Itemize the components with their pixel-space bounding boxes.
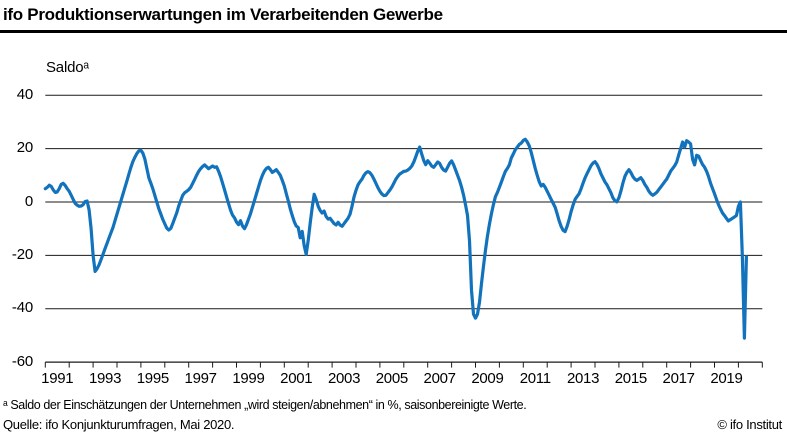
x-axis-tick-label: 2005 xyxy=(375,370,408,387)
x-axis-tick-label: 1991 xyxy=(41,370,74,387)
footnote-text: ᵃ Saldo der Einschätzungen der Unternehm… xyxy=(3,398,527,412)
x-axis-tick-label: 2001 xyxy=(280,370,313,387)
data-line-produktionserwartungen xyxy=(43,137,749,340)
source-text: Quelle: ifo Konjunkturumfragen, Mai 2020… xyxy=(3,417,235,432)
x-axis-tick-label: 1997 xyxy=(184,370,217,387)
x-axis-tick-label: 2009 xyxy=(471,370,504,387)
x-axis-tick-label: 2019 xyxy=(710,370,743,387)
y-axis-tick-label: 40 xyxy=(16,85,33,103)
x-axis-tick-label: 1999 xyxy=(232,370,265,387)
copyright-text: © ifo Institut xyxy=(717,417,782,432)
y-axis-tick-label: 0 xyxy=(24,192,33,210)
x-axis-tick-label: 2011 xyxy=(519,370,551,387)
x-axis-tick-label: 2015 xyxy=(614,370,647,387)
y-axis-tick-label: -60 xyxy=(11,352,33,370)
y-axis-tick-label: -20 xyxy=(11,245,33,263)
x-axis-tick-label: 2007 xyxy=(423,370,456,387)
page-title: ifo Produktionserwartungen im Verarbeite… xyxy=(3,5,443,24)
x-axis-tick-label: 1995 xyxy=(136,370,169,387)
y-axis-unit-label: Saldoᵃ xyxy=(46,59,89,76)
y-axis-tick-label: 20 xyxy=(16,139,33,157)
x-axis-tick-label: 2017 xyxy=(662,370,695,387)
header-rule xyxy=(0,30,787,33)
x-axis-tick-label: 2013 xyxy=(566,370,600,387)
x-axis-tick-label: 1993 xyxy=(88,370,122,387)
y-axis-tick-label: -40 xyxy=(11,299,33,317)
x-axis-tick-label: 2003 xyxy=(327,370,361,387)
